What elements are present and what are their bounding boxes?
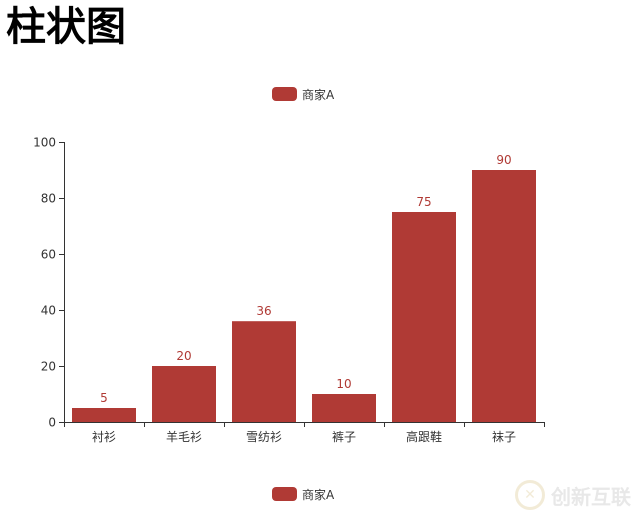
x-tick-label: 雪纺衫: [246, 430, 282, 444]
y-tick-label: 80: [41, 192, 56, 206]
bar-value-label: 75: [416, 195, 431, 209]
x-tick-label: 高跟鞋: [406, 429, 442, 444]
legend-label: 商家A: [302, 87, 335, 102]
watermark: ✕ 创新互联: [515, 480, 631, 510]
y-tick-label: 40: [41, 304, 56, 318]
x-tick-label: 衬衫: [92, 430, 116, 444]
legend-top[interactable]: 商家A: [272, 86, 334, 102]
legend-swatch: [272, 487, 297, 501]
bar: [472, 170, 536, 422]
watermark-text: 创新互联: [551, 484, 631, 509]
bar: [312, 394, 376, 422]
bar-value-label: 90: [496, 153, 511, 167]
legend-bottom[interactable]: 商家A: [272, 486, 334, 502]
bar: [72, 408, 136, 422]
bar-value-label: 5: [100, 391, 108, 405]
y-tick-label: 20: [41, 360, 56, 374]
bar: [232, 321, 296, 422]
bar: [152, 366, 216, 422]
legend-swatch: [272, 87, 297, 101]
legend-label: 商家A: [302, 487, 335, 502]
bar: [392, 212, 456, 422]
y-tick-label: 100: [33, 136, 56, 150]
bar-value-label: 20: [176, 349, 191, 363]
x-tick-label: 袜子: [492, 430, 516, 444]
watermark-logo-icon: ✕: [515, 480, 545, 510]
x-tick-label: 裤子: [332, 430, 356, 444]
page-title: 柱状图: [6, 4, 126, 50]
y-tick-label: 60: [41, 248, 56, 262]
bar-value-label: 10: [336, 377, 351, 391]
y-tick-label: 0: [48, 416, 56, 430]
x-tick-label: 羊毛衫: [166, 429, 202, 444]
bar-value-label: 36: [256, 304, 271, 318]
